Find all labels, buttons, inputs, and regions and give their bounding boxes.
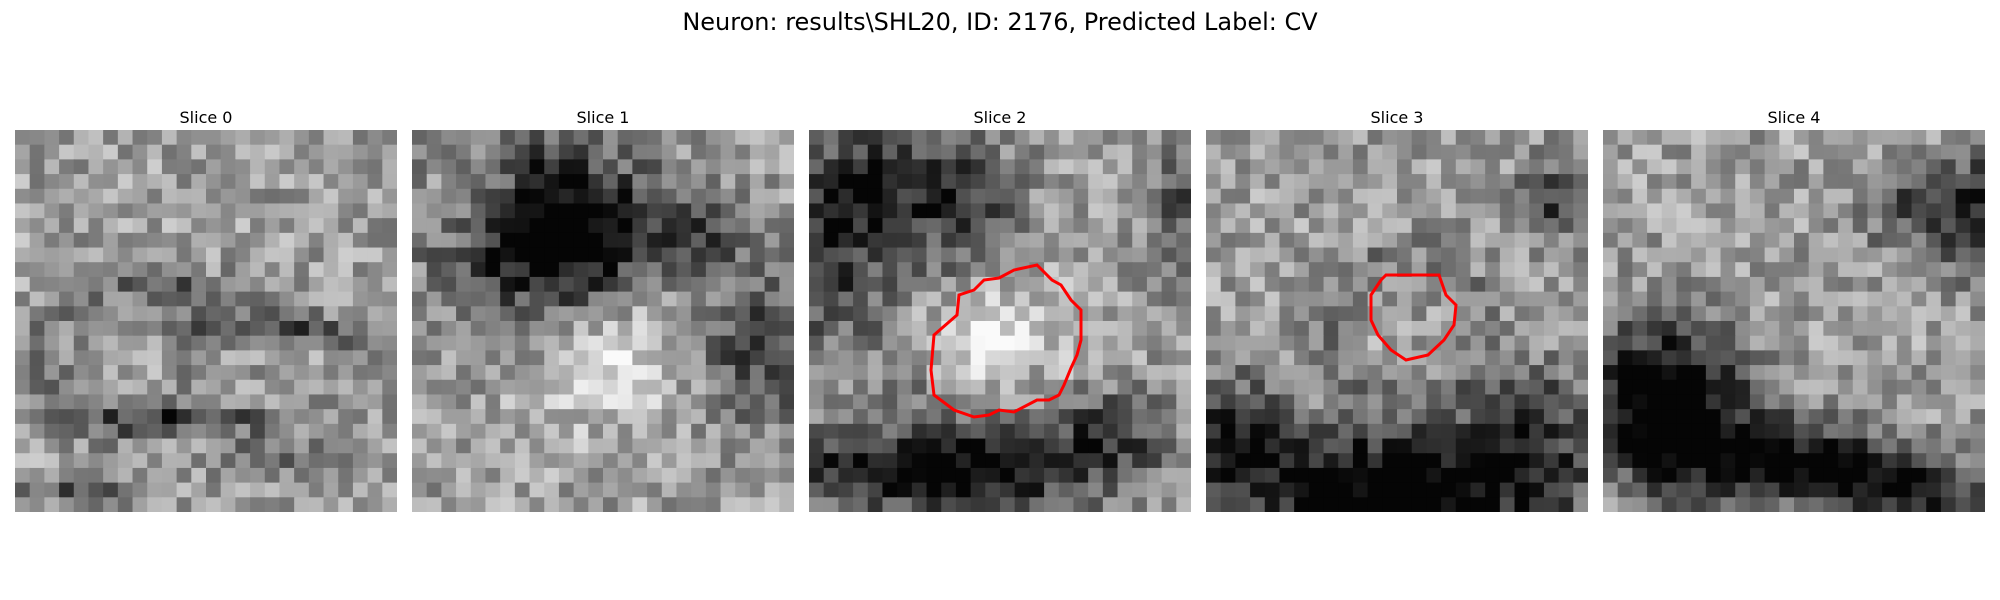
slice-panel-4: Slice 4 bbox=[1603, 108, 1985, 512]
pixel-grid bbox=[412, 130, 794, 512]
slice-image-2 bbox=[809, 130, 1191, 512]
slice-title-2: Slice 2 bbox=[973, 108, 1027, 127]
slice-image-3 bbox=[1206, 130, 1588, 512]
slice-panel-0: Slice 0 bbox=[15, 108, 397, 512]
pixel-grid bbox=[809, 130, 1191, 512]
pixel-grid bbox=[15, 130, 397, 512]
slice-panel-2: Slice 2 bbox=[809, 108, 1191, 512]
pixel-grid bbox=[1603, 130, 1985, 512]
roi-contour-2 bbox=[929, 263, 1083, 419]
slice-panel-3: Slice 3 bbox=[1206, 108, 1588, 512]
slice-panel-1: Slice 1 bbox=[412, 108, 794, 512]
figure-title: Neuron: results\SHL20, ID: 2176, Predict… bbox=[682, 8, 1318, 36]
slice-title-4: Slice 4 bbox=[1767, 108, 1821, 127]
slice-title-3: Slice 3 bbox=[1370, 108, 1424, 127]
roi-contour-3 bbox=[1369, 273, 1458, 362]
slice-title-1: Slice 1 bbox=[576, 108, 630, 127]
pixel-grid bbox=[1206, 130, 1588, 512]
slice-title-0: Slice 0 bbox=[179, 108, 233, 127]
slice-image-4 bbox=[1603, 130, 1985, 512]
slice-image-0 bbox=[15, 130, 397, 512]
slice-image-1 bbox=[412, 130, 794, 512]
